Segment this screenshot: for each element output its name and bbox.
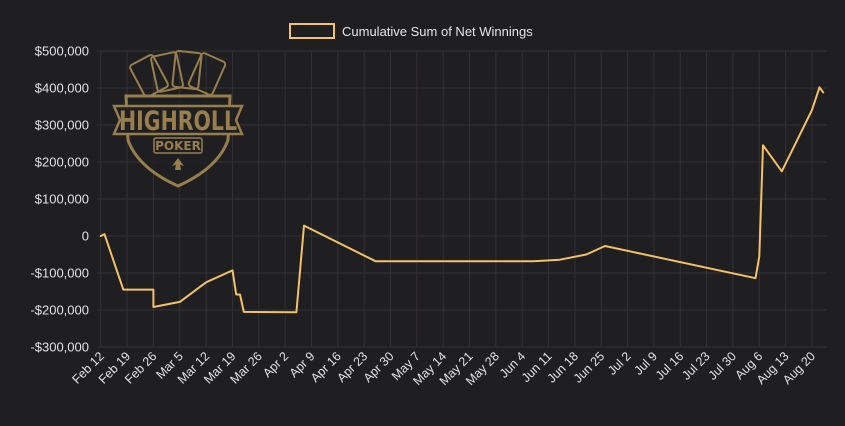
legend-label: Cumulative Sum of Net Winnings [342,24,533,39]
legend[interactable]: Cumulative Sum of Net Winnings [289,23,533,39]
x-tick-label: Apr 2 [260,349,291,380]
logo-main-text: HIGHROLL [119,106,237,137]
series-line-cumulative-net-winnings [99,86,825,314]
x-tick-label: Jul 16 [653,349,687,383]
y-tick-label: $500,000 [35,44,89,59]
y-tick-label: $200,000 [35,155,89,170]
x-tick-label: Jul 23 [679,349,713,383]
x-tick-label: Apr 30 [361,349,397,385]
y-tick-label: $400,000 [35,81,89,96]
y-tick-label: -$100,000 [30,266,89,281]
card-fan-icon [129,50,227,98]
legend-swatch [289,23,335,39]
highroll-poker-logo: HIGHROLL POKER [112,50,244,188]
y-tick-label: -$200,000 [30,303,89,318]
y-tick-label: -$300,000 [30,340,89,355]
y-tick-label: $100,000 [35,192,89,207]
spade-icon [172,158,184,170]
y-tick-label: $300,000 [35,118,89,133]
x-tick-label: Jul 2 [605,349,634,378]
banner-icon [112,104,244,136]
x-tick-label: Jul 30 [706,349,740,383]
logo-sub-text: POKER [155,139,201,153]
y-tick-label: 0 [82,229,89,244]
